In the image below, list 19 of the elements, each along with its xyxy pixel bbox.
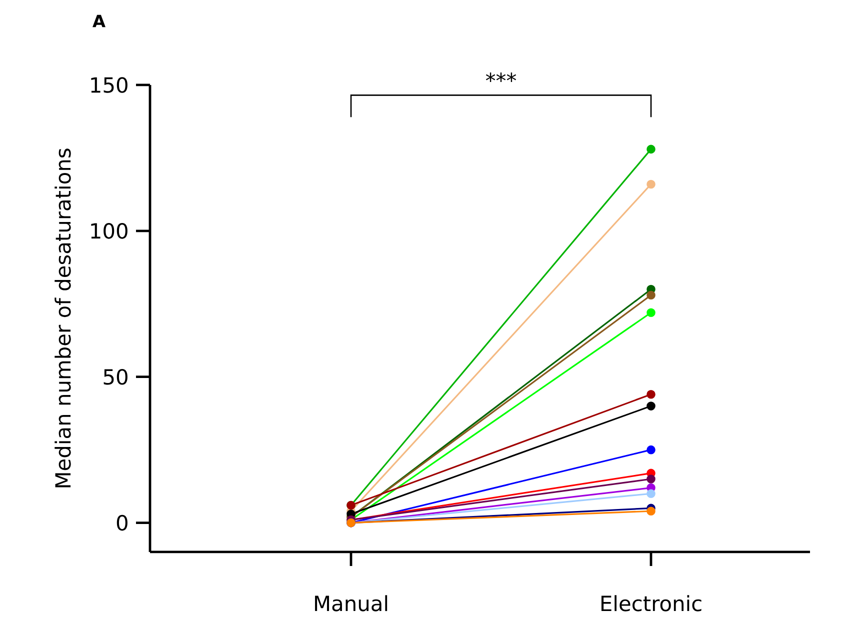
y-tick-label: 100 <box>91 223 128 239</box>
y-axis-title: Median number of desaturations <box>54 148 71 488</box>
text: *** <box>486 72 516 82</box>
point <box>646 308 656 318</box>
point <box>646 445 656 454</box>
y-tick-label: 150 <box>91 77 128 93</box>
point <box>646 390 656 399</box>
point <box>646 290 656 300</box>
point <box>646 474 656 484</box>
point <box>646 489 656 498</box>
point <box>646 506 656 516</box>
point <box>646 402 656 410</box>
y-tick-label: 0 <box>116 514 128 531</box>
text: A <box>92 14 106 28</box>
x-tick-label: Electronic <box>601 595 702 612</box>
y-tick-label: 50 <box>104 368 128 385</box>
point <box>646 144 656 154</box>
x-tick-label: Manual <box>315 595 388 612</box>
point <box>646 180 656 189</box>
